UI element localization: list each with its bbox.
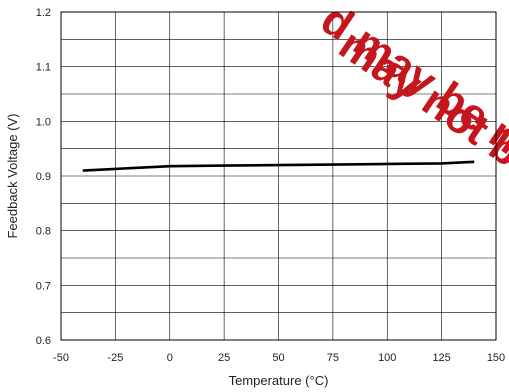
x-tick-labels: -50 -25 0 25 50 75 100 125 150 [53,352,505,364]
x-tick-label: 25 [218,352,230,364]
x-tick-label: 50 [272,352,284,364]
y-tick-label: 0.6 [36,335,51,347]
y-tick-label: 0.7 [36,280,51,292]
y-tick-label: 1.1 [36,62,51,74]
x-tick-label: 0 [167,352,173,364]
x-tick-label: 125 [432,352,450,364]
y-tick-label: 1.0 [36,116,51,128]
series-line-0 [82,160,475,172]
y-tick-label: 0.9 [36,171,51,183]
series-layer [82,160,475,172]
x-tick-label: 100 [378,352,396,364]
y-axis-title: Feedback Voltage (V) [5,113,20,238]
x-tick-label: -50 [53,352,69,364]
y-tick-labels: 0.6 0.7 0.8 0.9 1.0 1.1 1.2 [36,7,51,347]
plot-frame [60,11,497,341]
y-tick-label: 1.2 [36,7,51,19]
x-tick-label: -25 [107,352,123,364]
y-tick-label: 0.8 [36,226,51,238]
x-tick-label: 150 [487,352,505,364]
x-tick-label: 75 [327,352,339,364]
x-axis-title: Temperature (°C) [229,373,329,388]
